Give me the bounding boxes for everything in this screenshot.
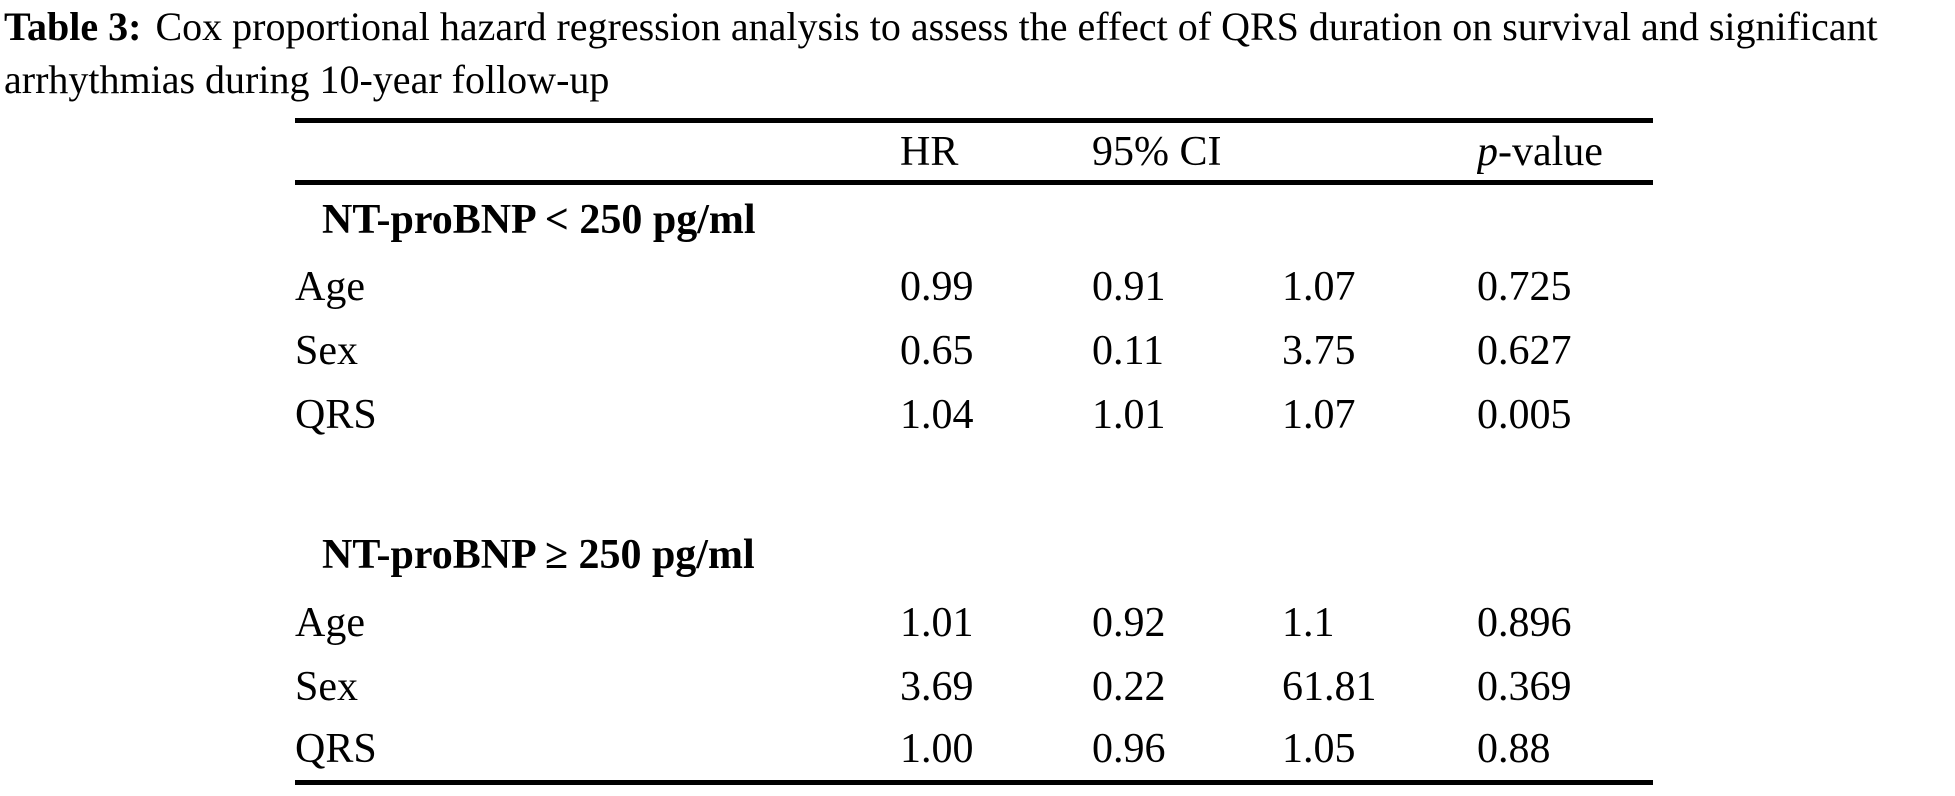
- hr-cell: 1.01: [900, 599, 974, 646]
- ci-low-cell: 0.22: [1092, 663, 1166, 710]
- table-caption-label: Table 3:: [4, 4, 142, 49]
- ci-high-cell: 1.05: [1282, 726, 1356, 773]
- table-container: HR 95% CI p-value NT-proBNP < 250 pg/ml A…: [295, 118, 1653, 785]
- p-value-cell: 0.88: [1477, 726, 1551, 773]
- ci-low-cell: 1.01: [1092, 391, 1166, 438]
- row-label-cell: Age: [295, 263, 365, 310]
- ci-high-cell: 61.81: [1282, 663, 1377, 710]
- hr-cell: 1.00: [900, 726, 974, 773]
- p-value-cell: 0.725: [1477, 263, 1572, 310]
- ci-high-cell: 3.75: [1282, 327, 1356, 374]
- p-value-cell: 0.005: [1477, 391, 1572, 438]
- p-value-cell: 0.627: [1477, 327, 1572, 374]
- table-row: QRS 1.00 0.96 1.05 0.88: [295, 719, 1653, 783]
- section-heading-row: NT-proBNP ≥ 250 pg/ml: [295, 519, 1653, 591]
- results-table-body: NT-proBNP < 250 pg/ml Age 0.99 0.91 1.07 0.72…: [295, 183, 1653, 783]
- section-heading: NT-proBNP ≥ 250 pg/ml: [322, 531, 755, 578]
- row-label-cell: Sex: [295, 327, 358, 374]
- p-italic: p: [1477, 128, 1498, 175]
- hr-cell: 0.99: [900, 263, 974, 310]
- col-header-hr: HR: [900, 120, 1092, 185]
- table-row: Age 1.01 0.92 1.1 0.896: [295, 591, 1653, 655]
- section-heading: NT-proBNP < 250 pg/ml: [322, 196, 756, 243]
- table-row: Age 0.99 0.91 1.07 0.725: [295, 255, 1653, 319]
- hr-cell: 1.04: [900, 391, 974, 438]
- ci-high-cell: 1.1: [1282, 599, 1335, 646]
- results-table: HR 95% CI p-value NT-proBNP < 250 pg/ml A…: [295, 118, 1653, 785]
- table-caption-text: Cox proportional hazard regression analy…: [4, 4, 1878, 102]
- table-row: QRS 1.04 1.01 1.07 0.005: [295, 383, 1653, 447]
- hr-cell: 3.69: [900, 663, 974, 710]
- row-label-cell: Sex: [295, 663, 358, 710]
- spacer-row: [295, 447, 1653, 519]
- p-value-cell: 0.896: [1477, 599, 1572, 646]
- section-heading-row: NT-proBNP < 250 pg/ml: [295, 183, 1653, 255]
- ci-low-cell: 0.11: [1092, 327, 1164, 374]
- col-header-ci: 95% CI: [1092, 120, 1477, 185]
- col-header-empty: [295, 120, 900, 185]
- header-row: HR 95% CI p-value: [295, 120, 1653, 185]
- ci-low-cell: 0.91: [1092, 263, 1166, 310]
- p-value-cell: 0.369: [1477, 663, 1572, 710]
- p-rest: -value: [1498, 128, 1603, 175]
- ci-low-cell: 0.92: [1092, 599, 1166, 646]
- table-caption: Table 3: Cox proportional hazard regressi…: [4, 0, 1952, 106]
- spacer-cell: [295, 447, 1653, 519]
- ci-low-cell: 0.96: [1092, 726, 1166, 773]
- col-header-pvalue: p-value: [1477, 120, 1653, 185]
- row-label-cell: QRS: [295, 391, 377, 438]
- ci-high-cell: 1.07: [1282, 263, 1356, 310]
- hr-cell: 0.65: [900, 327, 974, 374]
- row-label-cell: QRS: [295, 726, 377, 773]
- table-row: Sex 0.65 0.11 3.75 0.627: [295, 319, 1653, 383]
- table-row: Sex 3.69 0.22 61.81 0.369: [295, 655, 1653, 719]
- ci-high-cell: 1.07: [1282, 391, 1356, 438]
- row-label-cell: Age: [295, 599, 365, 646]
